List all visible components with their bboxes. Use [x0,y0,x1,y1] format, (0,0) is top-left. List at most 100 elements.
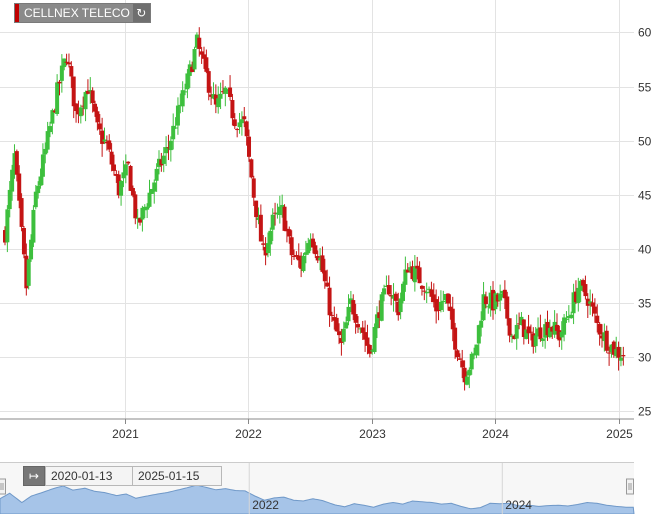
candle-body [225,89,230,91]
candle-body [526,326,531,334]
candle-body [557,330,562,341]
candle [472,347,477,360]
candle [562,313,567,342]
candle-body [218,93,223,99]
candle-body [308,239,313,246]
candle [438,290,443,313]
candle-body [111,164,116,171]
x-tick-label: 2025 [606,427,633,441]
candle-body [26,259,31,286]
candle-body [396,301,401,316]
candle [346,294,351,326]
candle-body [491,289,496,311]
candle-body [474,344,479,356]
candle [618,347,623,367]
candle [294,251,299,260]
candle [178,93,183,114]
candle [550,325,555,339]
candle [164,136,169,167]
range-arrows-icon[interactable]: ↦ [23,466,45,486]
candle-body [104,141,109,144]
candle [453,322,458,359]
candle [237,112,242,134]
candle-body [206,71,211,93]
candle-body [448,306,453,312]
navigator-tick-label: 2022 [252,498,279,512]
candle [588,289,593,315]
candle-body [566,316,571,318]
candle-body [121,172,126,179]
candle [216,86,221,114]
candle-body [318,257,323,260]
candle-body [261,243,266,245]
candle-body [299,259,304,269]
candle [498,284,503,312]
candle-body [78,107,83,117]
range-from-input[interactable]: 2020-01-13 [45,466,135,486]
candle [36,181,41,199]
candle [145,203,150,219]
candle-body [486,306,491,308]
candle-body [126,161,131,164]
candle [602,323,607,352]
candle [590,293,595,317]
navigator-handle-right[interactable] [626,478,634,495]
candle [239,111,244,136]
candle [225,88,230,95]
candle-body [337,331,342,336]
candle [528,324,533,341]
candle-body [616,346,621,358]
candle-body [289,237,294,256]
candle-body [384,285,389,287]
candle [183,83,188,96]
candle [194,32,199,50]
candle [583,275,588,300]
candle [5,205,10,253]
candle [377,300,382,329]
candle [171,113,176,150]
candle-body [502,289,507,299]
candle-body [159,159,164,166]
candle [81,96,86,116]
y-tick-label: 40 [638,243,652,257]
candle [353,303,358,334]
candle [358,327,363,334]
candle-body [569,314,574,319]
candle-body [52,110,57,113]
candle [507,318,512,343]
candle [581,278,586,293]
candle [424,282,429,304]
candle-body [166,147,171,149]
candle [519,312,524,326]
candle-body [611,341,616,355]
navigator-handle-left[interactable] [0,478,6,495]
candle [107,134,112,152]
candle [540,337,545,347]
candle-body [178,104,183,106]
candle-body [528,331,533,333]
candle-body [562,317,567,335]
candle-body [334,317,339,332]
range-to-input[interactable]: 2025-01-15 [132,466,222,486]
candle-body [436,308,441,311]
x-axis-labels: 2021 2022 2023 2024 2025 [112,427,633,441]
candle [62,58,67,71]
candle [401,281,406,304]
candle-body [244,121,249,137]
candle-body [223,87,228,94]
candle-body [434,299,439,312]
candle [552,310,557,338]
candle [12,144,17,179]
candle-body [327,287,332,316]
candle-body [412,266,417,283]
candle-body [325,282,330,287]
candle [218,82,223,110]
reload-icon[interactable]: ↻ [132,4,150,22]
candle [339,328,344,356]
candle [287,226,292,244]
candle [483,291,488,309]
candle-body [71,76,76,107]
candle [185,69,190,99]
candle [578,279,583,303]
candle-body [618,357,623,361]
